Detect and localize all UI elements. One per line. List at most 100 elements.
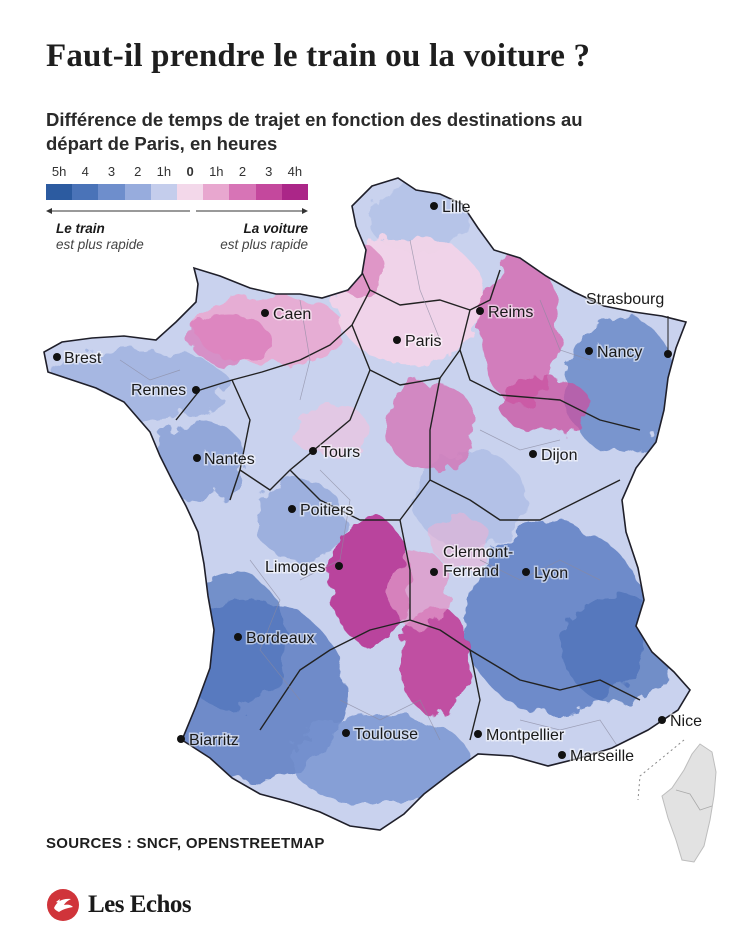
city-label-montpellier: Montpellier	[486, 727, 565, 744]
city-label-paris: Paris	[405, 333, 441, 350]
limousin-magenta-region	[330, 515, 410, 645]
dept-line	[119, 359, 181, 381]
legend-swatch	[255, 184, 282, 200]
city-dot-nice	[658, 716, 666, 724]
toulouse-blue-region	[290, 715, 470, 805]
dept-line	[339, 699, 441, 741]
clermont-label-line-1: Clermont-	[443, 544, 513, 561]
legend-arrows	[46, 208, 308, 214]
champagne-magenta-region	[480, 255, 560, 405]
city-dot-dijon	[529, 450, 537, 458]
city-dot-limoges	[335, 562, 343, 570]
car-caption-bold: La voiture	[243, 221, 308, 236]
normandy-border	[175, 249, 371, 421]
city-label-lille: Lille	[442, 199, 471, 216]
color-legend: 5h 4 3 2 1h 0 1h 2 3 4h Le train est plus rapide …	[46, 164, 309, 261]
clermont-label-line-2: Ferrand	[443, 563, 499, 580]
city-dot-caen	[261, 309, 269, 317]
aveyron-magenta-region	[400, 605, 470, 715]
city-label-toulouse: Toulouse	[354, 726, 418, 743]
department-boundaries	[119, 239, 621, 751]
city-label-clermont-ferrand: Clermont- Ferrand	[443, 544, 518, 580]
centre-magenta-region	[385, 380, 475, 470]
city-label-caen: Caen	[273, 306, 311, 323]
paca-border	[469, 649, 641, 701]
legend-tick-label: 4	[81, 164, 89, 179]
centre-border	[239, 369, 371, 491]
city-dot-bordeaux	[234, 633, 242, 641]
les-echos-logo: Les Echos	[46, 888, 192, 922]
occitanie-border	[259, 619, 411, 731]
picardy-magenta-region	[335, 245, 385, 295]
city-label-reims: Reims	[488, 304, 533, 321]
region-boundaries	[175, 249, 641, 741]
right-arrowhead-icon	[302, 208, 308, 214]
train-caption-bold: Le train	[56, 221, 105, 236]
left-arrowhead-icon	[46, 208, 52, 214]
poitiers-blue-region	[255, 480, 345, 560]
legend-swatch	[98, 184, 125, 200]
city-label-marseille: Marseille	[570, 748, 634, 765]
dept-line	[299, 299, 311, 401]
legend-tick-label: 1h	[156, 164, 172, 179]
dept-line	[299, 469, 351, 581]
heatmap-layer	[50, 185, 675, 805]
city-dot-toulouse	[342, 729, 350, 737]
car-caption-text: est plus rapide	[220, 237, 308, 252]
page-title: Faut-il prendre le train ou la voiture ?	[46, 38, 591, 74]
city-label-dijon: Dijon	[541, 447, 577, 464]
dept-line	[479, 559, 601, 581]
legend-ticks: 5h 4 3 2 1h 0 1h 2 3 4h	[46, 164, 308, 182]
pays-de-loire-border	[229, 379, 251, 501]
car-caption: La voiture est plus rapide	[220, 221, 308, 253]
legend-tick-label: 2	[134, 164, 142, 179]
train-caption: Le train est plus rapide	[56, 221, 144, 253]
clermont-pink-region	[430, 515, 490, 565]
dept-line	[519, 719, 621, 751]
city-markers: Lille Caen Reims Strasbourg Brest Paris …	[53, 198, 704, 767]
legend-swatch	[46, 184, 73, 200]
idf-north-border	[369, 269, 501, 311]
normandy-magenta-region	[190, 315, 270, 365]
alps-blue-region	[565, 595, 675, 705]
loire-pink-region	[290, 405, 370, 455]
legend-tick-label: 0	[186, 164, 194, 179]
city-dot-poitiers	[288, 505, 296, 513]
idf-south-border	[351, 309, 471, 386]
lorraine-magenta-region	[500, 377, 590, 433]
corsica-inset-divider	[637, 739, 685, 801]
city-dot-strasbourg	[664, 350, 672, 358]
city-dot-paris	[393, 336, 401, 344]
brand-name: Les Echos	[88, 891, 192, 918]
legend-tick-label: 3	[107, 164, 116, 179]
city-label-strasbourg: Strasbourg	[586, 291, 664, 308]
legend-swatch	[150, 184, 178, 200]
city-label-brest: Brest	[64, 350, 102, 367]
dept-line	[479, 429, 561, 451]
city-dot-nancy	[585, 347, 593, 355]
city-dot-biarritz	[177, 735, 185, 743]
city-dot-marseille	[558, 751, 566, 759]
dept-line	[409, 239, 441, 341]
city-dot-tours	[309, 447, 317, 455]
city-dot-brest	[53, 353, 61, 361]
sources-note: SOURCES : SNCF, OPENSTREETMAP	[46, 835, 325, 852]
legend-swatch	[203, 184, 230, 200]
city-label-nice: Nice	[670, 713, 702, 730]
city-label-nancy: Nancy	[597, 344, 642, 361]
corsica-shape	[661, 743, 717, 863]
city-dot-reims	[476, 307, 484, 315]
city-label-tours: Tours	[321, 444, 360, 461]
grand-est-border	[459, 349, 641, 431]
dept-line	[249, 559, 301, 701]
aura-west-border	[399, 519, 481, 741]
legend-swatch	[229, 184, 256, 200]
city-dot-nantes	[193, 454, 201, 462]
city-dot-lille	[430, 202, 438, 210]
city-label-rennes: Rennes	[131, 382, 186, 399]
legend-tick-label: 3	[265, 164, 273, 179]
legend-color-bar	[46, 184, 309, 200]
legend-swatch	[281, 184, 309, 200]
legend-swatch	[72, 184, 99, 200]
